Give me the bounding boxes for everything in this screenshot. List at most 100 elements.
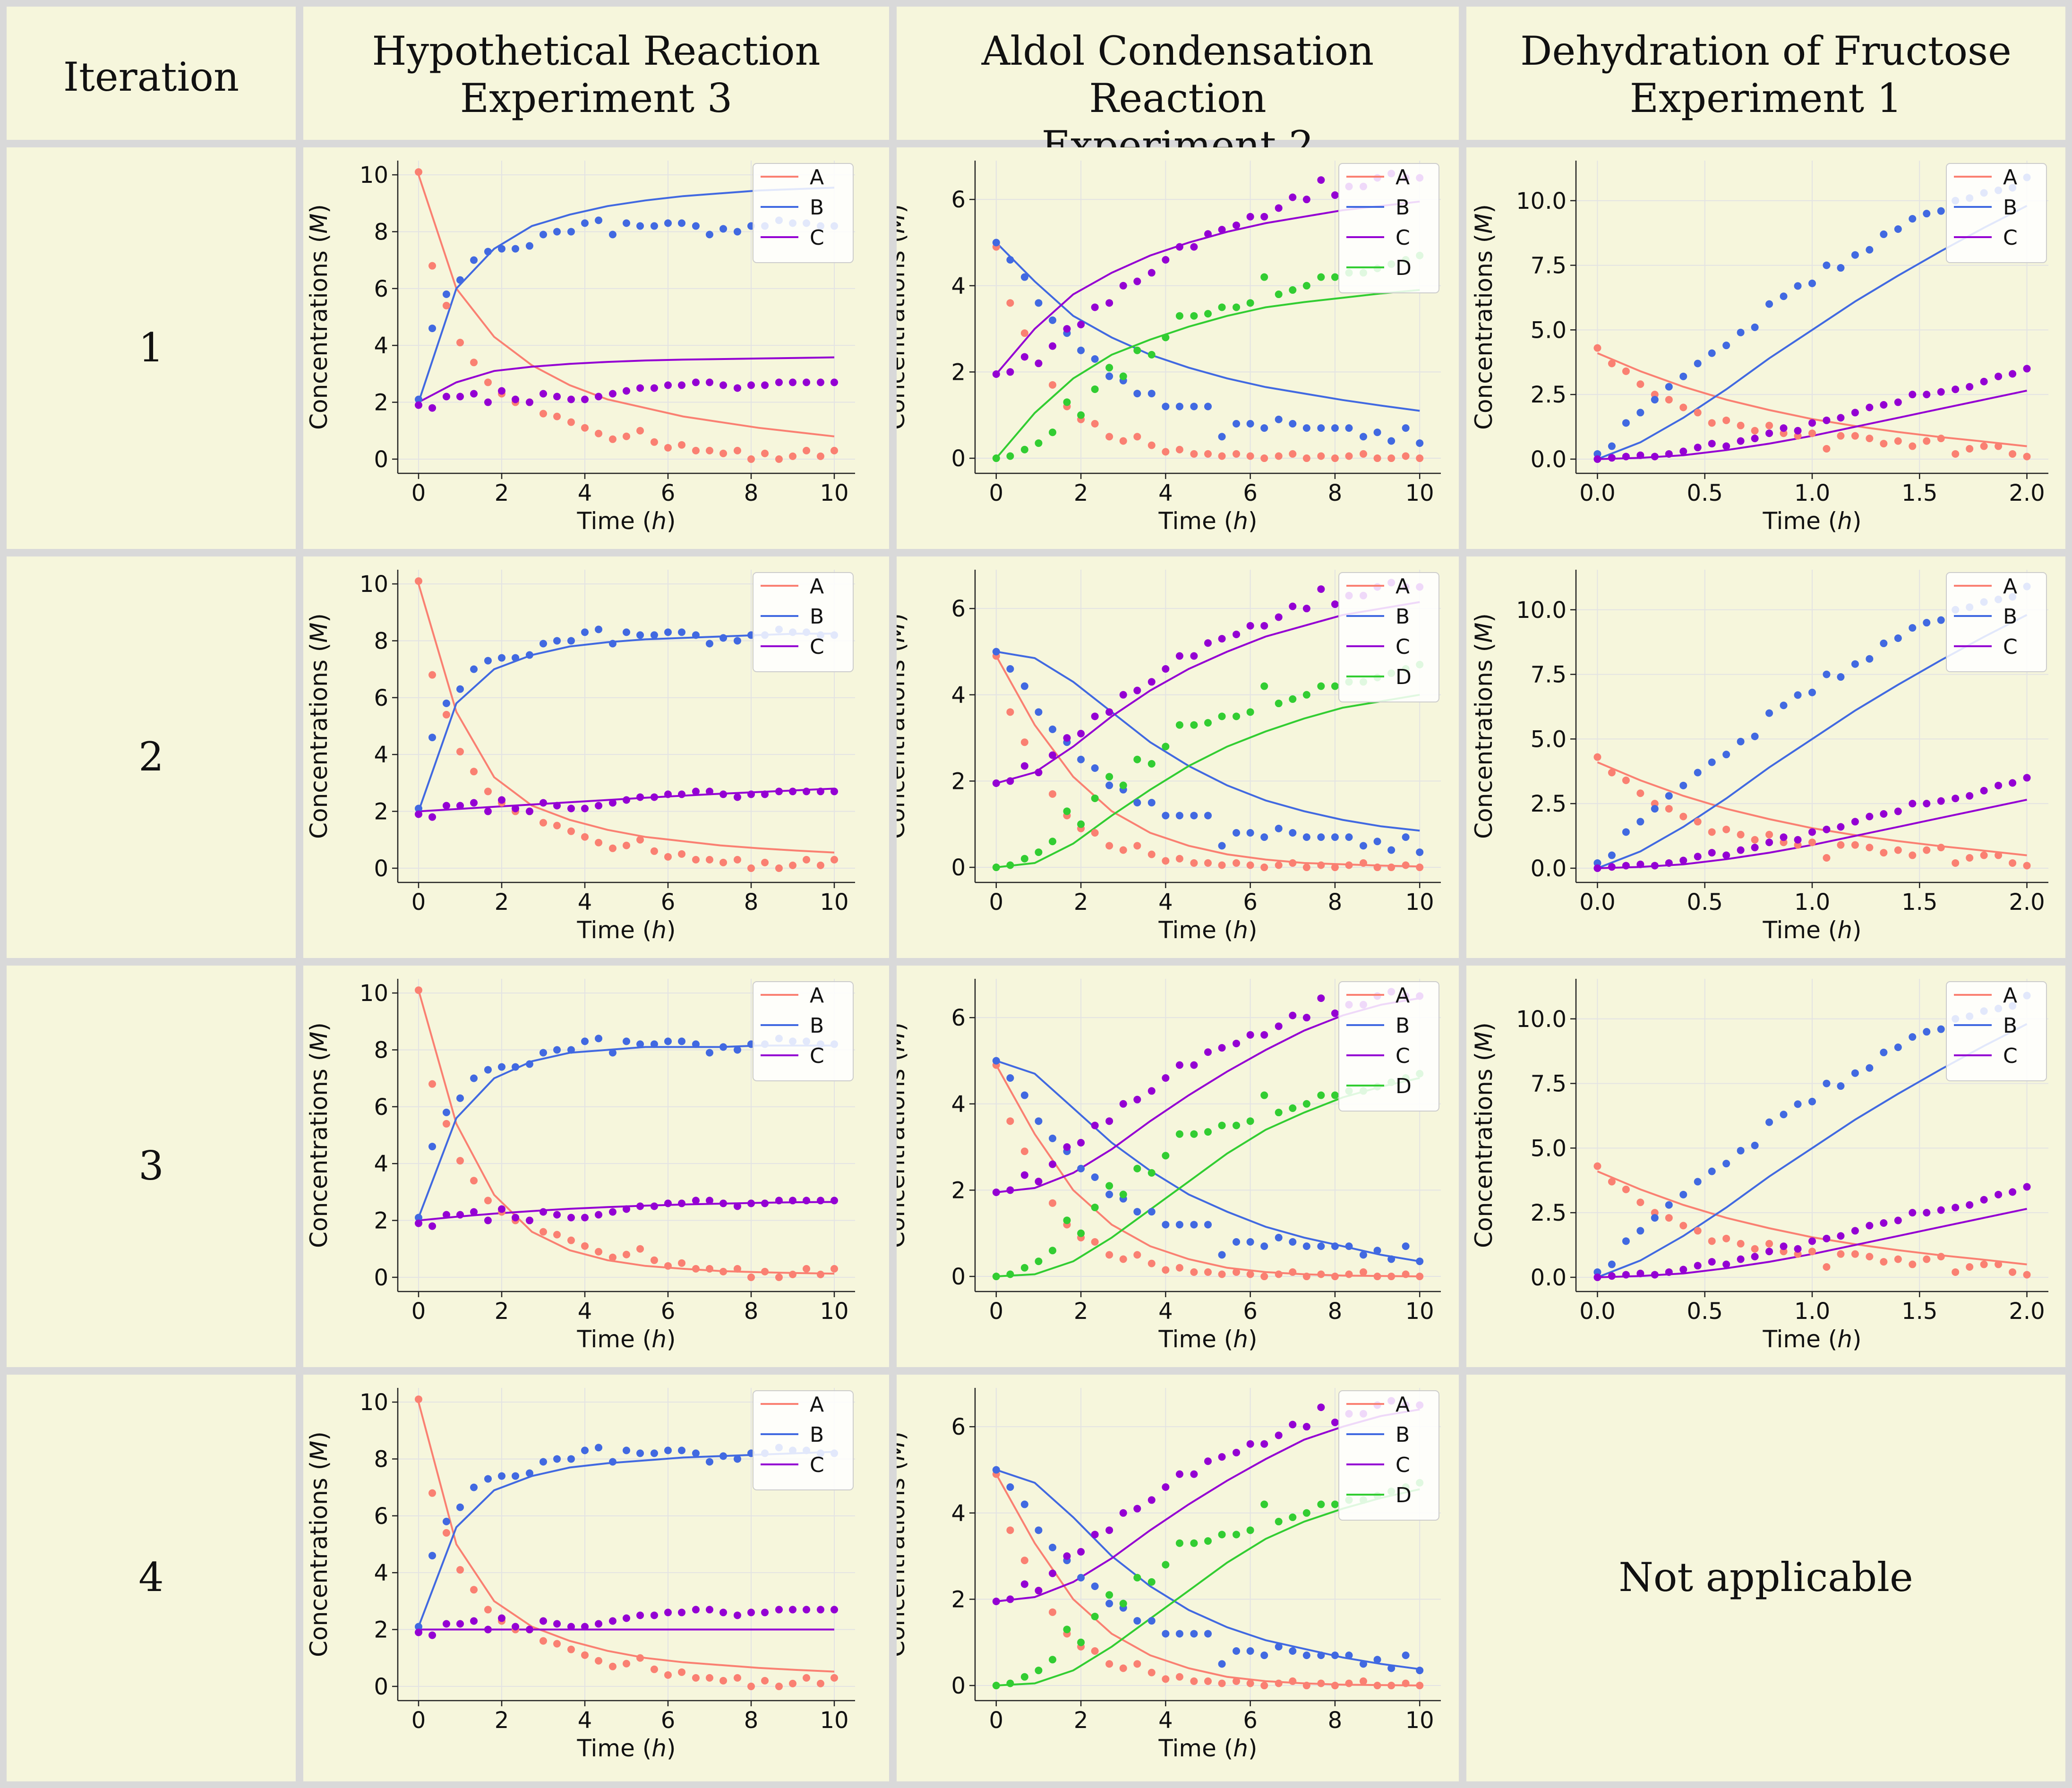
x-tick-label: 6 xyxy=(1243,480,1258,506)
data-point-A xyxy=(1851,432,1859,440)
x-tick-label: 0 xyxy=(989,480,1004,506)
x-tick-label: 2.0 xyxy=(2009,480,2045,506)
data-point-B xyxy=(1204,402,1212,410)
data-point-C xyxy=(1794,836,1802,844)
data-point-B xyxy=(1374,1656,1381,1663)
data-point-D xyxy=(1063,807,1071,815)
data-point-C xyxy=(719,1199,727,1207)
data-point-C xyxy=(678,1608,685,1616)
data-point-A xyxy=(428,1080,436,1088)
data-point-C xyxy=(1923,800,1930,807)
data-point-B xyxy=(734,637,741,644)
data-point-C xyxy=(609,799,616,806)
legend-label-B: B xyxy=(2003,1014,2017,1038)
data-point-A xyxy=(539,1637,547,1645)
y-tick-label: 4 xyxy=(951,682,966,709)
data-point-B xyxy=(1608,852,1616,859)
data-point-D xyxy=(1176,1130,1183,1138)
data-point-A xyxy=(623,842,630,849)
data-point-A xyxy=(1966,445,1973,453)
data-point-B xyxy=(678,219,685,227)
data-point-C xyxy=(456,802,464,810)
data-point-D xyxy=(1317,1092,1325,1099)
y-tick-label: 4 xyxy=(374,742,388,768)
data-point-B xyxy=(1105,373,1113,380)
data-point-B xyxy=(1021,1501,1028,1508)
data-point-B xyxy=(1233,420,1240,428)
data-point-C xyxy=(803,787,810,795)
results-table: Iteration Hypothetical Reaction Experime… xyxy=(0,0,2072,1788)
data-point-B xyxy=(512,245,519,253)
x-tick-label: 0 xyxy=(989,889,1004,915)
x-tick-label: 2 xyxy=(1074,889,1088,915)
x-tick-label: 1.5 xyxy=(1901,889,1937,915)
x-tick-label: 2 xyxy=(1074,1707,1088,1734)
data-point-B xyxy=(443,1109,450,1116)
legend-label-B: B xyxy=(2003,605,2017,629)
data-point-D xyxy=(1275,700,1283,707)
data-point-A xyxy=(1303,1273,1310,1280)
data-point-C xyxy=(1593,864,1601,872)
data-point-A xyxy=(1233,450,1240,458)
data-point-A xyxy=(1608,359,1616,367)
legend-label-C: C xyxy=(1396,226,1410,250)
data-point-B xyxy=(553,1046,561,1053)
data-point-A xyxy=(1923,847,1930,854)
x-tick-label: 10 xyxy=(820,889,848,915)
data-point-B xyxy=(1176,1221,1183,1228)
data-point-B xyxy=(1837,264,1844,272)
data-point-B xyxy=(1708,350,1716,357)
data-point-B xyxy=(719,634,727,642)
data-point-B xyxy=(1289,1238,1296,1246)
data-point-A xyxy=(1360,859,1367,867)
data-point-C xyxy=(1952,795,1959,802)
data-point-C xyxy=(443,393,450,401)
data-point-D xyxy=(1218,1121,1226,1129)
data-point-B xyxy=(1162,402,1169,410)
data-point-B xyxy=(1636,409,1644,416)
data-point-A xyxy=(1416,454,1423,462)
data-point-D xyxy=(1133,1165,1141,1172)
data-point-A xyxy=(1952,450,1959,458)
data-point-D xyxy=(1289,286,1296,294)
data-point-A xyxy=(803,447,810,454)
x-tick-label: 1.0 xyxy=(1794,889,1830,915)
data-point-B xyxy=(1751,733,1759,740)
data-point-A xyxy=(1866,435,1873,442)
data-point-B xyxy=(734,1046,741,1053)
data-point-A xyxy=(1260,454,1268,462)
data-point-A xyxy=(664,853,672,861)
data-point-C xyxy=(1794,1245,1802,1253)
data-point-C xyxy=(1980,1196,1988,1204)
data-point-D xyxy=(1331,1501,1339,1508)
data-point-C xyxy=(1289,1012,1296,1019)
y-tick-label: 6 xyxy=(374,1094,388,1121)
data-point-B xyxy=(1021,1092,1028,1099)
data-point-B xyxy=(1416,848,1423,856)
data-point-C xyxy=(1105,299,1113,307)
x-axis-label: Time (h) xyxy=(1763,507,1862,535)
data-point-A xyxy=(817,1680,824,1687)
data-point-C xyxy=(1765,429,1773,437)
data-point-A xyxy=(581,424,589,432)
data-point-C xyxy=(1622,862,1630,869)
data-point-A xyxy=(1402,1270,1410,1278)
data-point-A xyxy=(1751,427,1759,435)
legend-label-B: B xyxy=(1396,196,1410,220)
data-point-A xyxy=(553,413,561,420)
data-point-B xyxy=(526,242,533,250)
data-point-C xyxy=(1608,863,1616,871)
data-point-B xyxy=(1190,402,1198,410)
data-point-A xyxy=(775,1274,783,1281)
legend-label-B: B xyxy=(2003,196,2017,220)
data-point-C xyxy=(443,1211,450,1219)
data-point-A xyxy=(595,839,602,847)
data-point-A xyxy=(1765,1240,1773,1248)
data-point-A xyxy=(678,1668,685,1676)
legend-label-B: B xyxy=(810,605,824,629)
data-point-A xyxy=(803,1674,810,1682)
data-point-C xyxy=(415,402,422,409)
data-point-C xyxy=(1923,391,1930,398)
data-point-A xyxy=(1148,1669,1156,1677)
data-point-A xyxy=(567,419,575,426)
